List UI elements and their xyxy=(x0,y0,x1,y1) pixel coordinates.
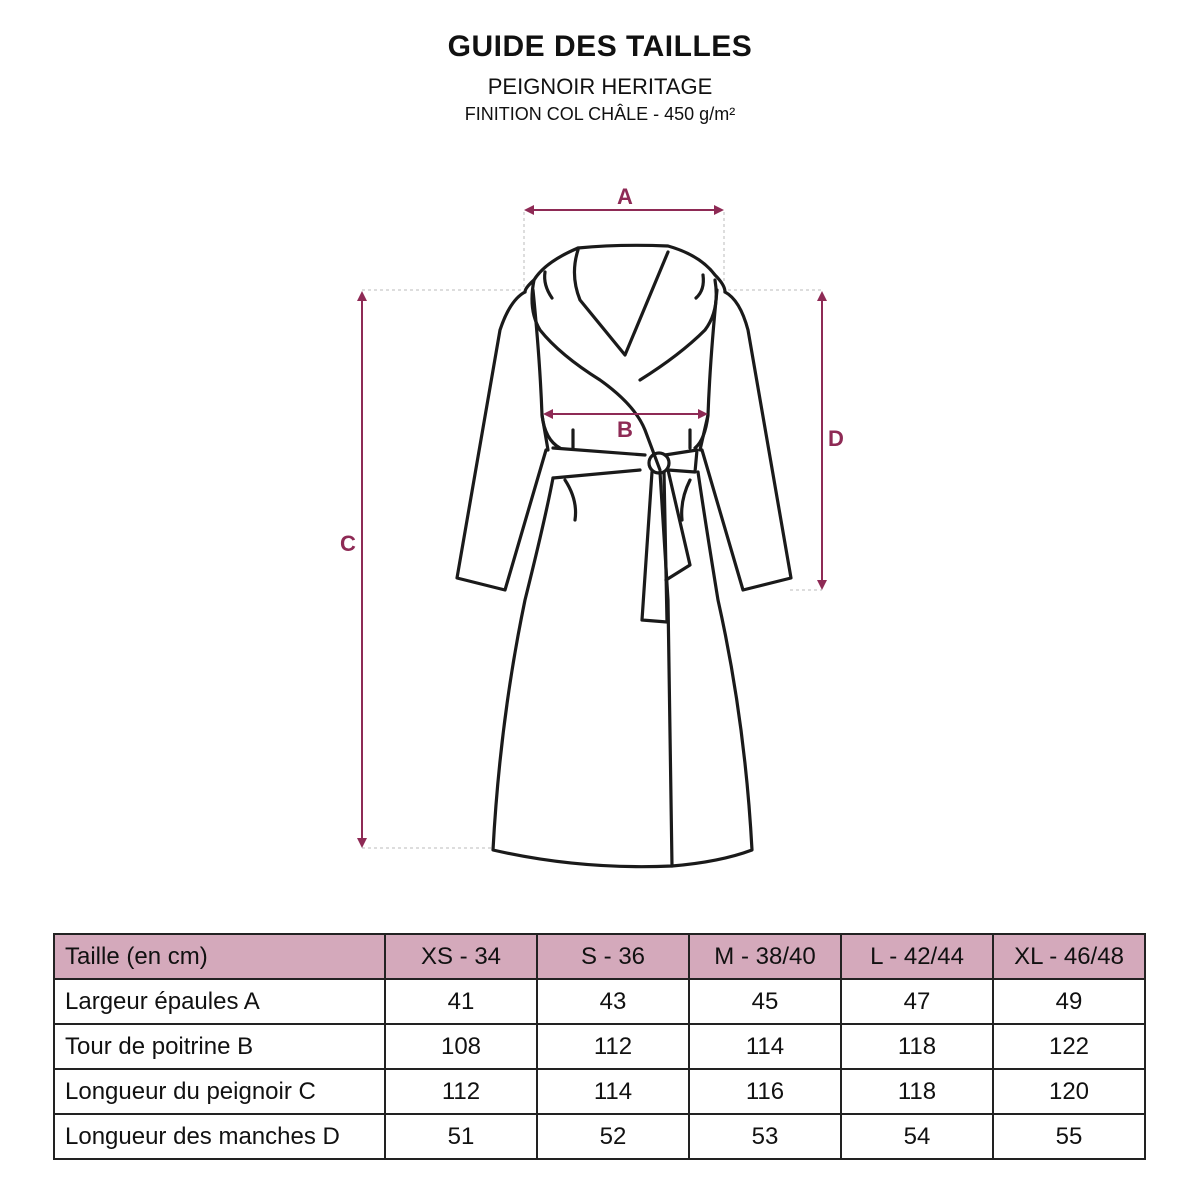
column-header: XL - 46/48 xyxy=(992,933,1146,980)
label-b: B xyxy=(617,417,633,442)
label-c: C xyxy=(340,531,356,556)
cell: 112 xyxy=(536,1023,690,1070)
cell: 51 xyxy=(384,1113,538,1160)
product-name: PEIGNOIR HERITAGE xyxy=(487,74,713,99)
column-header: Taille (en cm) xyxy=(53,933,386,980)
table-row: Longueur des manches D 51 52 53 54 55 xyxy=(53,1113,1146,1160)
cell: 55 xyxy=(992,1113,1146,1160)
cell: 43 xyxy=(536,978,690,1025)
column-header: XS - 34 xyxy=(384,933,538,980)
cell: 118 xyxy=(840,1023,994,1070)
size-table: Taille (en cm) XS - 34 S - 36 M - 38/40 … xyxy=(53,933,1146,1160)
cell: 49 xyxy=(992,978,1146,1025)
label-d: D xyxy=(828,426,844,451)
column-header: M - 38/40 xyxy=(688,933,842,980)
cell: 116 xyxy=(688,1068,842,1115)
cell: 53 xyxy=(688,1113,842,1160)
row-label: Tour de poitrine B xyxy=(53,1023,386,1070)
row-label: Largeur épaules A xyxy=(53,978,386,1025)
cell: 47 xyxy=(840,978,994,1025)
cell: 122 xyxy=(992,1023,1146,1070)
table-header-row: Taille (en cm) XS - 34 S - 36 M - 38/40 … xyxy=(53,933,1146,980)
cell: 108 xyxy=(384,1023,538,1070)
cell: 114 xyxy=(688,1023,842,1070)
cell: 45 xyxy=(688,978,842,1025)
row-label: Longueur du peignoir C xyxy=(53,1068,386,1115)
table-row: Largeur épaules A 41 43 45 47 49 xyxy=(53,978,1146,1025)
page-title: GUIDE DES TAILLES xyxy=(447,30,753,63)
robe-outline xyxy=(455,243,793,869)
label-a: A xyxy=(617,184,633,209)
cell: 114 xyxy=(536,1068,690,1115)
cell: 41 xyxy=(384,978,538,1025)
cell: 52 xyxy=(536,1113,690,1160)
cell: 120 xyxy=(992,1068,1146,1115)
column-header: S - 36 xyxy=(536,933,690,980)
product-detail: FINITION COL CHÂLE - 450 g/m² xyxy=(464,104,736,124)
column-header: L - 42/44 xyxy=(840,933,994,980)
row-label: Longueur des manches D xyxy=(53,1113,386,1160)
cell: 112 xyxy=(384,1068,538,1115)
cell: 54 xyxy=(840,1113,994,1160)
guide-lines xyxy=(362,212,822,849)
cell: 118 xyxy=(840,1068,994,1115)
robe-diagram: A B C D xyxy=(340,184,844,869)
table-row: Longueur du peignoir C 112 114 116 118 1… xyxy=(53,1068,1146,1115)
table-row: Tour de poitrine B 108 112 114 118 122 xyxy=(53,1023,1146,1070)
